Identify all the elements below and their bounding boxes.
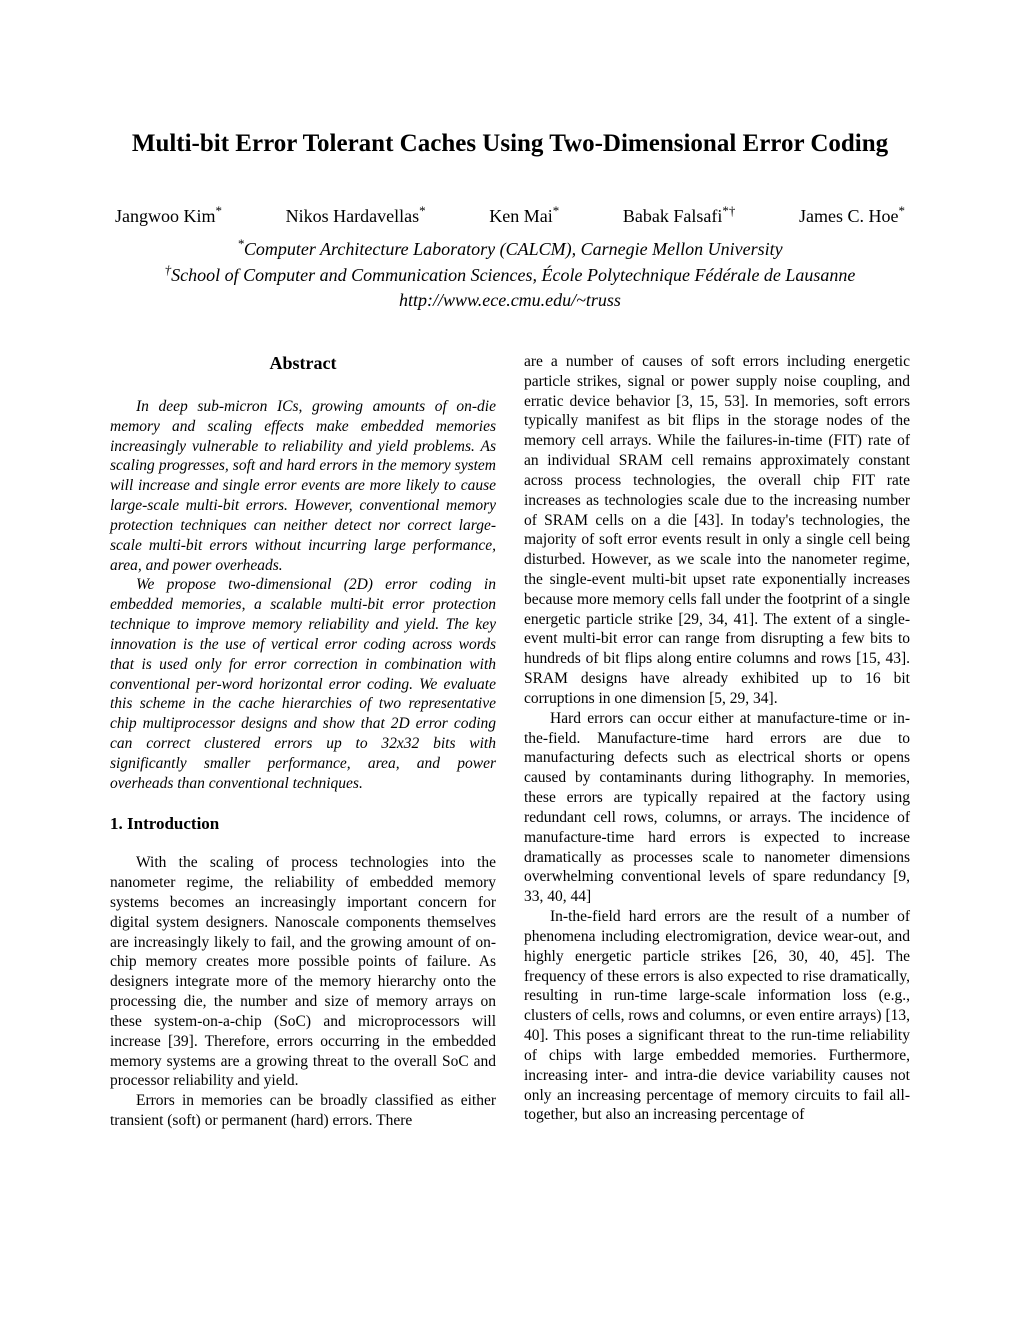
author-mark: * — [898, 203, 905, 218]
affiliation-1: *Computer Architecture Laboratory (CALCM… — [110, 235, 910, 261]
left-column: Abstract In deep sub-micron ICs, growing… — [110, 352, 496, 1131]
author-5: James C. Hoe* — [799, 203, 905, 227]
affil-text: School of Computer and Communication Sci… — [171, 265, 855, 285]
author-4: Babak Falsafi*† — [623, 203, 735, 227]
paper-title: Multi-bit Error Tolerant Caches Using Tw… — [110, 130, 910, 158]
author-list: Jangwoo Kim* Nikos Hardavellas* Ken Mai*… — [110, 203, 910, 227]
author-name: James C. Hoe — [799, 206, 898, 226]
section-1-heading: 1. Introduction — [110, 813, 496, 835]
author-name: Babak Falsafi — [623, 206, 722, 226]
two-column-layout: Abstract In deep sub-micron ICs, growing… — [110, 352, 910, 1131]
author-mark: *† — [722, 203, 735, 218]
author-1: Jangwoo Kim* — [115, 203, 222, 227]
col2-paragraph-1: are a number of causes of soft errors in… — [524, 352, 910, 709]
abstract-paragraph-1: In deep sub-micron ICs, growing amounts … — [110, 397, 496, 575]
author-mark: * — [419, 203, 426, 218]
affiliations: *Computer Architecture Laboratory (CALCM… — [110, 235, 910, 312]
intro-paragraph-2: Errors in memories can be broadly classi… — [110, 1091, 496, 1131]
right-column: are a number of causes of soft errors in… — [524, 352, 910, 1131]
author-name: Nikos Hardavellas — [286, 206, 419, 226]
author-mark: * — [216, 203, 223, 218]
affil-text: Computer Architecture Laboratory (CALCM)… — [244, 239, 783, 259]
author-mark: * — [553, 203, 560, 218]
abstract-paragraph-2: We propose two-dimensional (2D) error co… — [110, 575, 496, 793]
author-3: Ken Mai* — [489, 203, 559, 227]
col2-paragraph-2: Hard errors can occur either at manufact… — [524, 709, 910, 907]
intro-paragraph-1: With the scaling of process technologies… — [110, 853, 496, 1091]
lab-url: http://www.ece.cmu.edu/~truss — [110, 288, 910, 312]
affiliation-2: †School of Computer and Communication Sc… — [110, 261, 910, 287]
author-name: Jangwoo Kim — [115, 206, 216, 226]
author-2: Nikos Hardavellas* — [286, 203, 426, 227]
col2-paragraph-3: In-the-field hard errors are the result … — [524, 907, 910, 1125]
author-name: Ken Mai — [489, 206, 552, 226]
abstract-heading: Abstract — [110, 352, 496, 375]
